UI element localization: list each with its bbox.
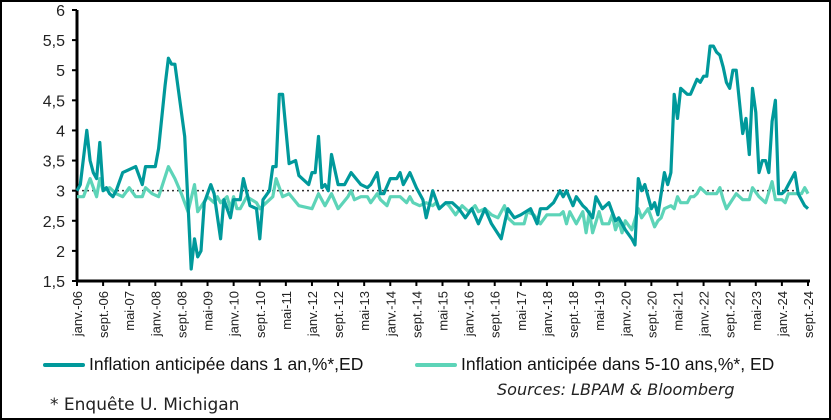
x-tick-label: mai-17 [514, 291, 529, 331]
series-line-1y [75, 44, 810, 271]
x-tick-label: mai-15 [436, 291, 451, 331]
legend-label-5-10y: Inflation anticipée dans 5-10 ans,%*, ED [461, 354, 775, 374]
x-tick-label: sept.-08 [174, 291, 189, 338]
y-tick-label: 3,5 [43, 154, 65, 171]
x-tick-label: mai-11 [279, 291, 294, 330]
y-tick-label: 2,5 [43, 214, 65, 231]
x-tick-label: sept.-14 [409, 291, 424, 338]
x-tick-label: janv.-20 [618, 291, 633, 337]
x-tick-label: mai-07 [122, 291, 137, 331]
legend-item-1y: Inflation anticipée dans 1 an,%*,ED [43, 354, 363, 375]
x-axis: janv.-06 sept.-06 mai-07 janv.-08 sept.-08 ma… [70, 279, 816, 338]
x-tick-label: janv.-16 [462, 291, 477, 337]
x-tick-label: janv.-22 [697, 291, 712, 337]
x-tick-label: mai-19 [592, 291, 607, 331]
y-tick-label: 6 [56, 3, 65, 20]
x-tick-label: sept.-18 [566, 291, 581, 338]
x-tick-label: sept.-16 [488, 291, 503, 338]
x-tick-label: janv.-24 [775, 291, 790, 337]
x-tick-label: sept.-20 [644, 291, 659, 338]
y-tick-label: 4,5 [43, 93, 65, 110]
line-chart: 1,5 2 2,5 3 3,5 4 4,5 5 5,5 6 janv.-06 sept.-06 mai… [43, 3, 816, 338]
y-tick-label: 1,5 [43, 274, 65, 291]
y-tick-label: 4 [56, 123, 65, 140]
legend-item-5-10y: Inflation anticipée dans 5-10 ans,%*, ED [415, 354, 774, 375]
x-tick-label: mai-13 [357, 291, 372, 331]
legend-swatch-5-10y [415, 362, 457, 367]
x-tick-label: janv.-12 [305, 291, 320, 337]
legend-swatch-1y [43, 362, 85, 367]
series-lines [75, 44, 810, 271]
x-tick-label: mai-23 [749, 291, 764, 331]
x-tick-label: sept.-22 [723, 291, 738, 338]
x-tick-label: sept.-12 [331, 291, 346, 338]
y-tick-label: 3 [56, 184, 65, 201]
x-tick-label: mai-21 [670, 291, 685, 331]
x-tick-label: janv.-06 [70, 291, 85, 337]
x-tick-label: mai-09 [201, 291, 216, 331]
footnote: * Enquête U. Michigan [50, 395, 240, 415]
x-tick-label: janv.-14 [383, 291, 398, 337]
sources: Sources: LBPAM & Bloomberg [497, 380, 735, 399]
y-axis: 1,5 2 2,5 3 3,5 4 4,5 5 5,5 6 [43, 3, 79, 291]
x-tick-label: janv.-18 [540, 291, 555, 337]
x-tick-label: sept.-06 [96, 291, 111, 338]
legend-label-1y: Inflation anticipée dans 1 an,%*,ED [89, 354, 364, 374]
x-tick-label: janv.-10 [227, 291, 242, 337]
y-tick-label: 5 [56, 63, 65, 80]
x-tick-label: janv.-08 [148, 291, 163, 337]
x-tick-label: sept.-10 [253, 291, 268, 338]
y-tick-label: 5,5 [43, 33, 65, 50]
x-tick-label: sept.-24 [801, 291, 816, 338]
y-tick-label: 2 [56, 244, 65, 261]
